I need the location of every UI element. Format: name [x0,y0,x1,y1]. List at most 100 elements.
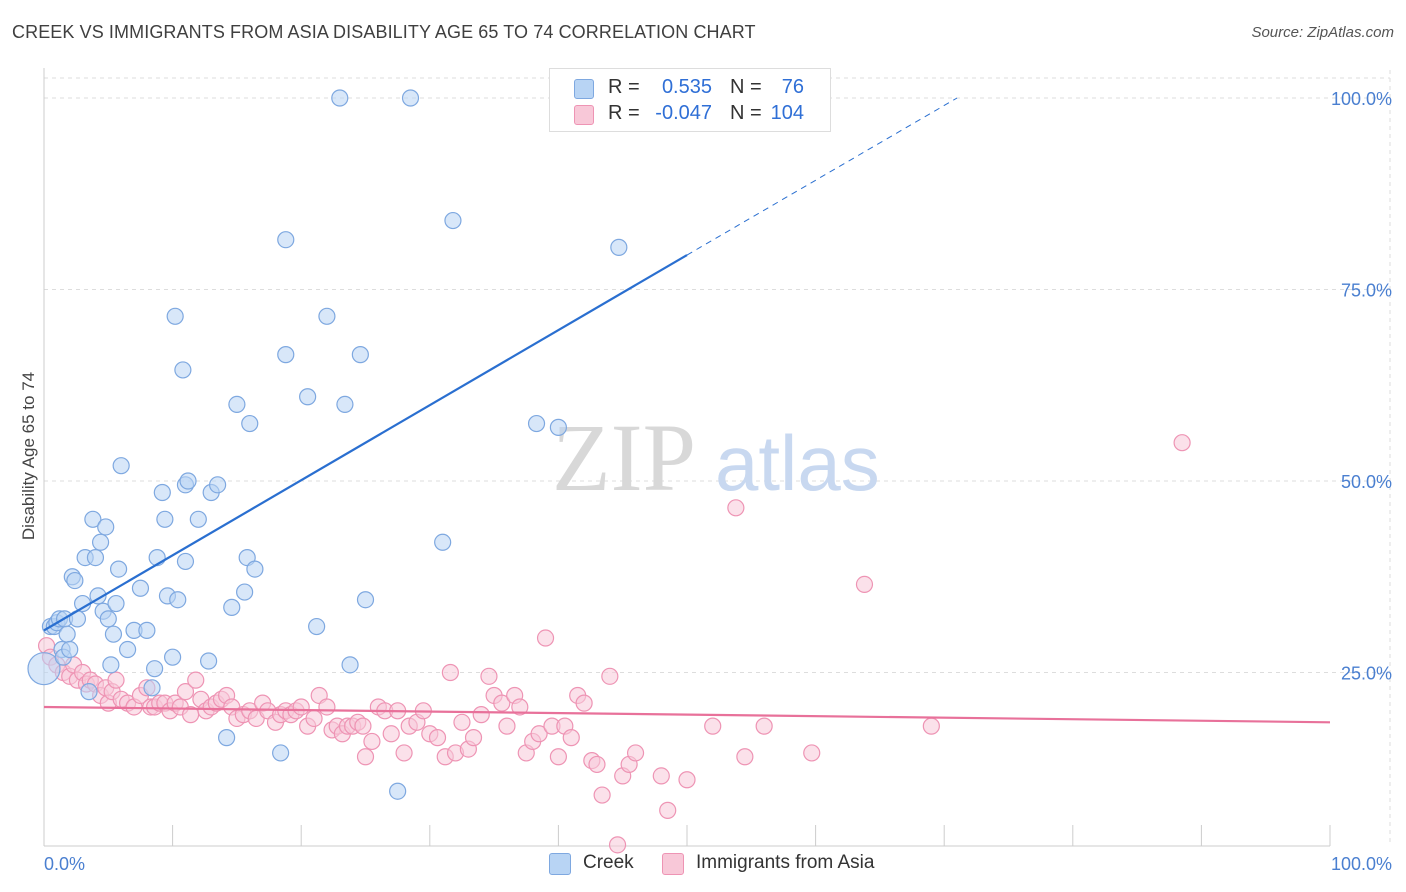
creek-point [164,648,182,666]
asia-point [354,717,372,735]
asia-point [176,683,195,701]
creek-point [174,361,192,379]
creek-point [27,652,61,686]
asia-point [480,667,498,685]
creek-point [200,652,218,670]
creek-point [218,729,236,747]
creek-point [145,660,164,678]
axes: 25.0% 50.0% 75.0% 100.0% 0.0% 100.0% [43,68,1392,874]
asia-point [536,629,555,647]
creek-point [610,238,628,256]
asia-point [464,729,483,747]
creek-point [169,591,187,609]
asia-point [855,575,874,594]
asia-point [453,713,471,731]
asia-point [382,725,400,743]
creek-points [27,89,628,800]
asia-point [107,671,125,689]
x-tick-label: 0.0% [44,854,85,874]
asia-point [593,786,611,804]
asia-point [601,667,619,685]
creek-point [66,571,84,590]
creek-point [131,579,150,597]
creek-point [223,598,241,616]
creek-point [444,211,462,230]
creek-point [84,510,102,528]
creek-point [97,518,115,536]
asia-point [493,694,511,712]
asia-point [704,717,722,735]
legend-row-asia: R = -0.047 N = 104 [550,101,830,127]
creek-point [241,414,259,433]
asia-point [755,717,773,735]
creek-point [277,346,295,364]
creek-point [356,591,375,609]
legend-n-label: N = [730,76,762,98]
asia-point [626,744,645,762]
creek-point [209,476,227,494]
creek-point [308,617,326,636]
bottom-legend-label: Creek [583,852,634,873]
bottom-legend-label: Immigrants from Asia [696,852,875,873]
creek-point [299,388,317,406]
creek-point [112,457,130,475]
creek-point [109,560,128,578]
creek-point [351,346,369,364]
creek-point [549,418,568,436]
asia-point [659,801,677,819]
y-tick-label: 50.0% [1341,472,1392,492]
creek-point [118,640,137,659]
asia-point [498,717,516,735]
legend-n-value: 104 [770,102,804,124]
asia-point [441,663,459,682]
asia-point [652,767,670,785]
asia-point [1173,434,1191,452]
creek-point [153,483,171,502]
asia-point [318,698,336,716]
x-tick-label: 100.0% [1331,854,1392,874]
creek-point [102,656,120,674]
asia-point [608,836,627,854]
legend-r-value: 0.535 [661,76,712,98]
creek-point [156,510,174,528]
creek-point [341,656,359,674]
creek-point [89,587,107,605]
source-credit: Source: ZipAtlas.com [1251,24,1394,41]
creek-point [99,610,117,628]
creek-swatch [574,79,594,99]
creek-point [58,625,76,643]
creek-point [176,552,195,571]
asia-point [562,729,580,747]
creek-point [80,683,98,701]
creek-point [104,625,123,643]
creek-point [189,510,207,528]
creek-regression-extension [686,97,958,256]
legend-n-value: 76 [781,76,804,98]
creek-point [179,472,197,490]
creek-point [236,583,254,601]
watermark-atlas: atlas [715,419,880,507]
gridlines [44,70,1391,844]
asia-point [549,748,568,766]
watermark: ZIP atlas [552,404,880,511]
creek-point [166,307,184,325]
creek-regression-line [43,254,688,632]
asia-point [530,725,548,743]
asia-point [187,671,205,689]
asia-point [803,744,821,762]
asia-point [305,709,323,728]
creek-point [246,560,264,578]
regression-lines [43,97,1331,724]
stats-legend: R = 0.535 N = 76 R = -0.047 N = 104 [549,68,831,132]
asia-point [428,729,447,747]
creek-point [228,395,246,413]
y-tick-label: 75.0% [1341,281,1392,301]
legend-r-label: R = [608,102,640,124]
asia-point [395,744,413,762]
asia-point [356,748,375,766]
creek-point [86,548,105,567]
chart-title: CREEK VS IMMIGRANTS FROM ASIA DISABILITY… [12,22,756,42]
creek-point [401,89,420,107]
creek-swatch [549,853,571,875]
